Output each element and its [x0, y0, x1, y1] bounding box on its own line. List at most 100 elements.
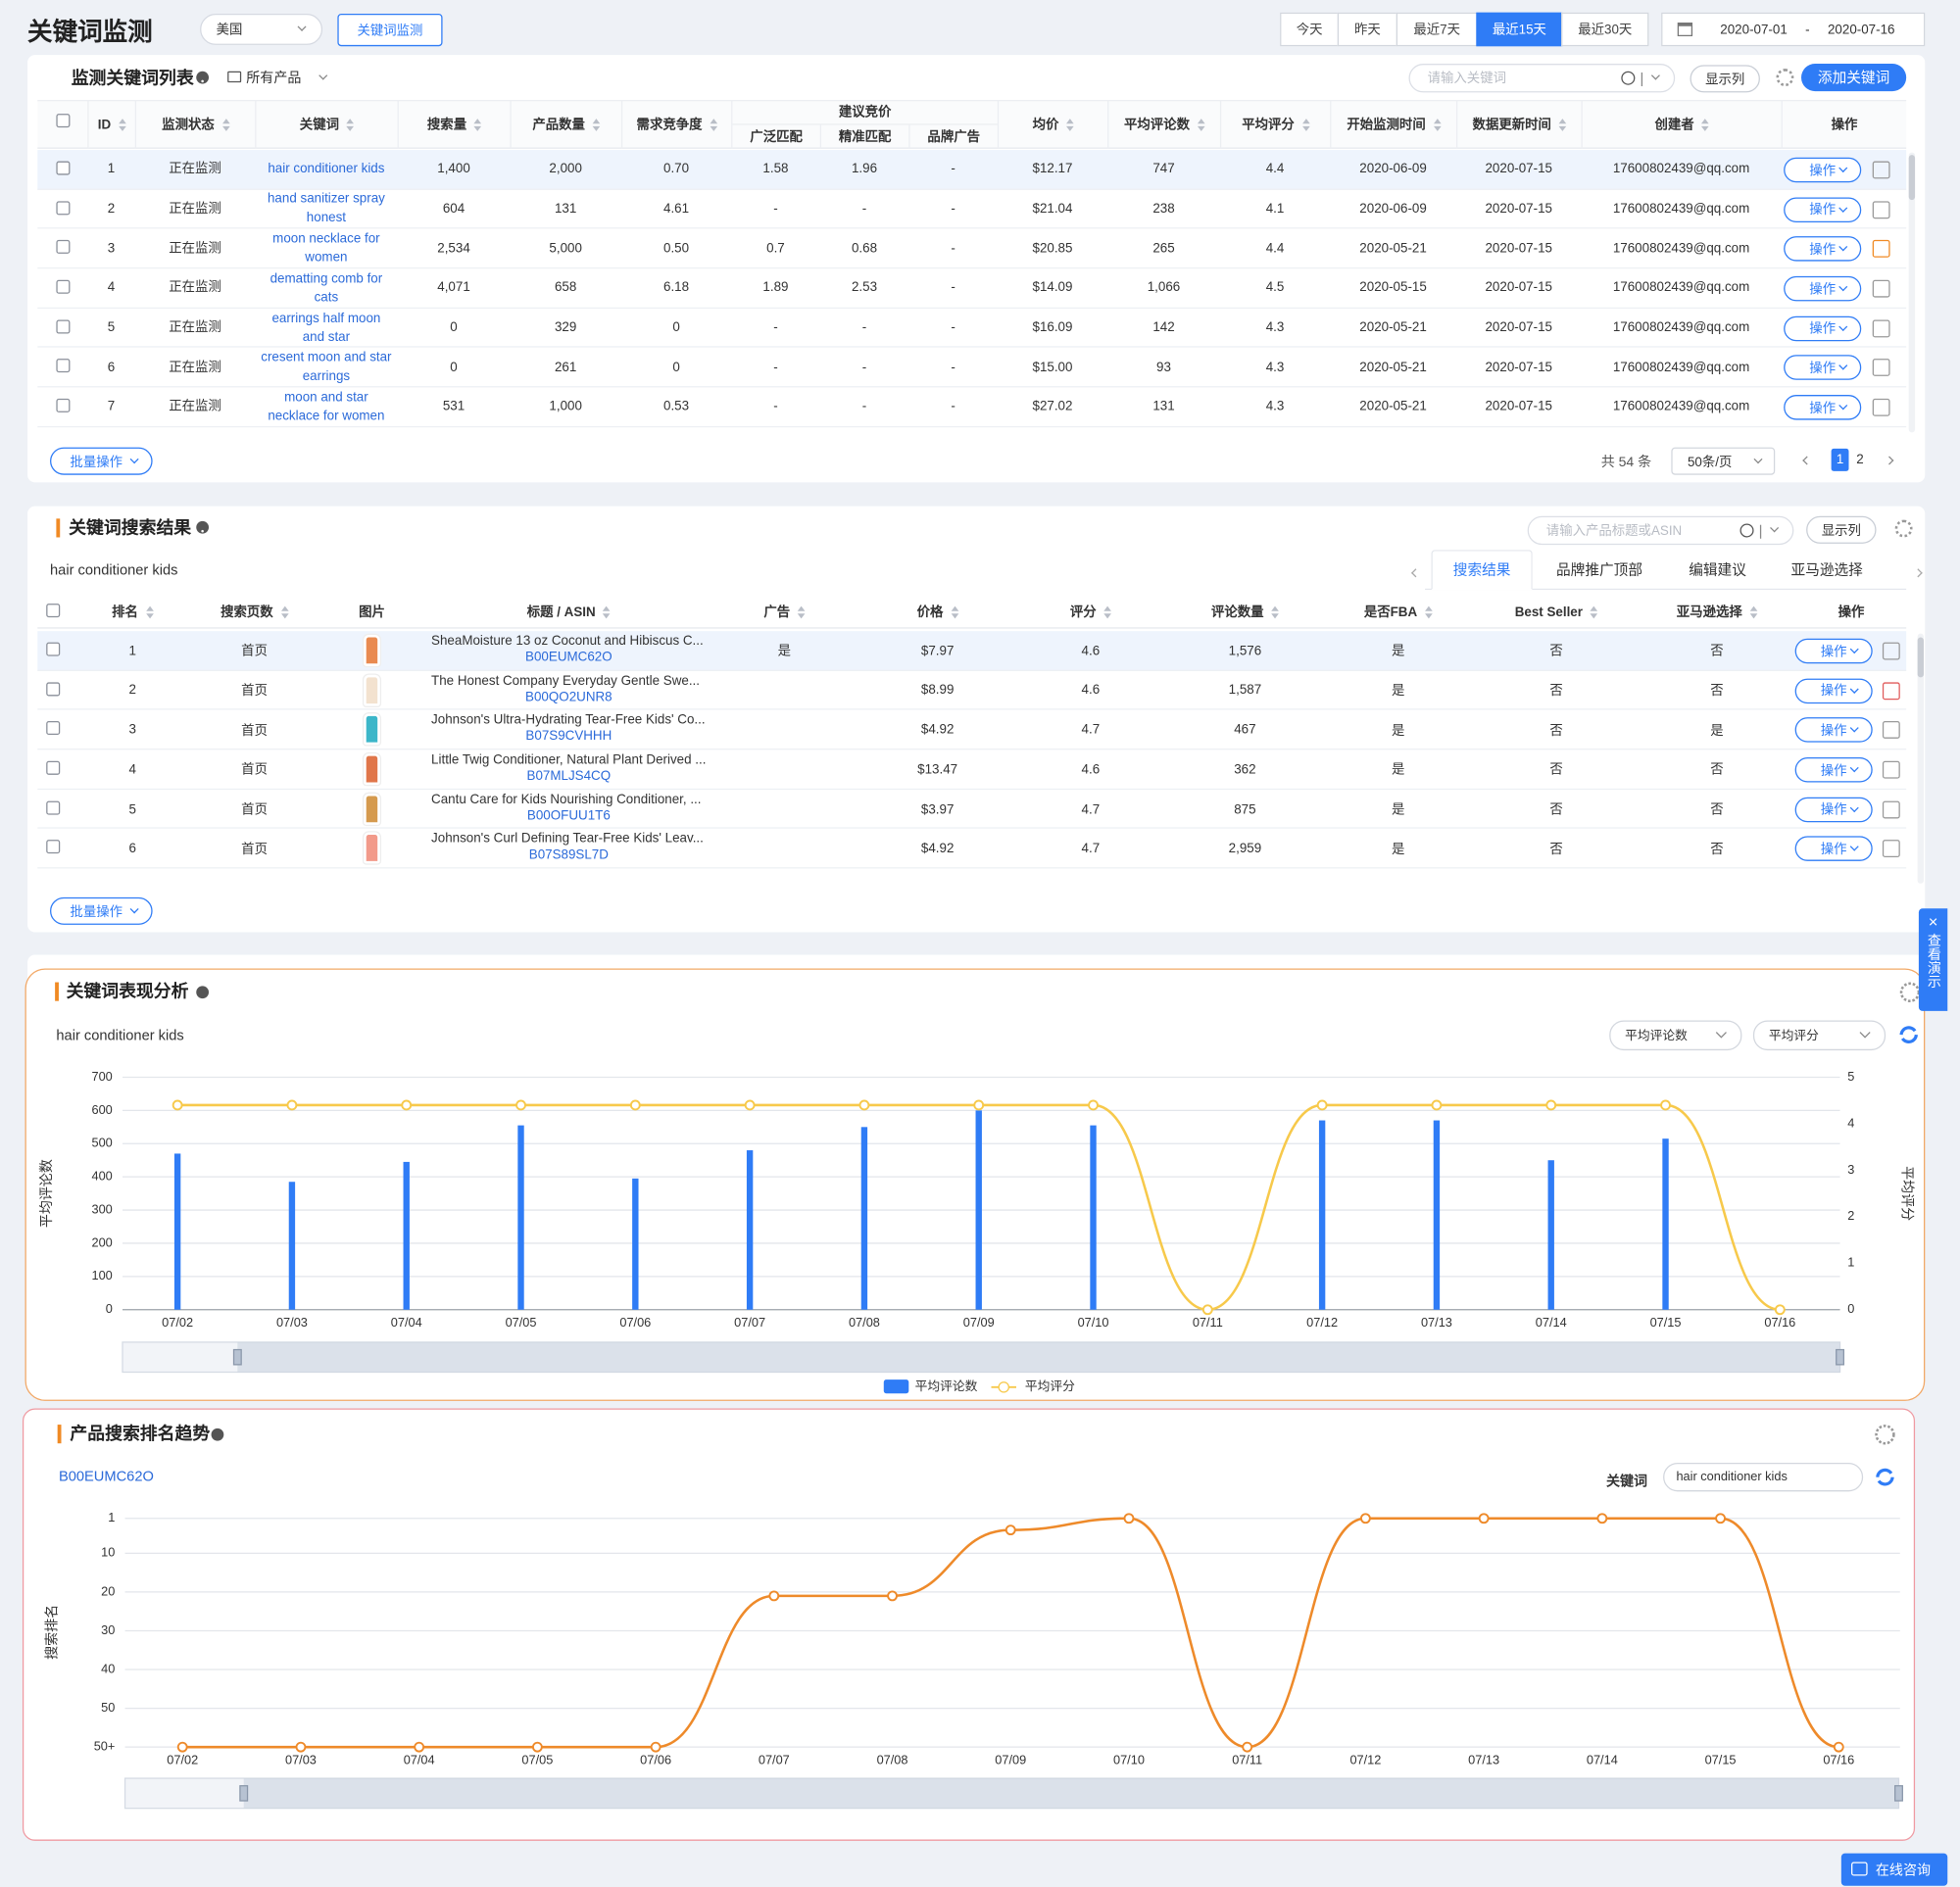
- sort-icon[interactable]: [1590, 605, 1598, 618]
- product-filter[interactable]: 所有产品: [246, 71, 302, 87]
- cell: $14.09: [1032, 280, 1073, 296]
- asin[interactable]: B07S89SL7D: [528, 847, 609, 863]
- action-button[interactable]: 操作: [1784, 275, 1862, 302]
- range-button[interactable]: 最近30天: [1561, 12, 1649, 47]
- checkbox[interactable]: [46, 840, 61, 854]
- chart-icon[interactable]: [1872, 200, 1890, 218]
- sort-icon[interactable]: [1749, 605, 1758, 618]
- asin[interactable]: B00EUMC62O: [525, 650, 612, 665]
- sort-icon[interactable]: [1197, 118, 1205, 131]
- tab[interactable]: 品牌推广顶部: [1556, 563, 1643, 579]
- chart-icon[interactable]: [1882, 760, 1900, 779]
- page-size[interactable]: 50条/页: [1671, 447, 1776, 475]
- chart-icon[interactable]: [1872, 398, 1890, 416]
- tab[interactable]: 编辑建议: [1689, 563, 1746, 579]
- product-image: [364, 713, 380, 746]
- sort-icon[interactable]: [118, 118, 126, 131]
- checkbox[interactable]: [56, 114, 71, 128]
- sort-icon[interactable]: [797, 605, 806, 618]
- action-button[interactable]: 操作: [1794, 638, 1873, 664]
- page-button[interactable]: 2: [1856, 452, 1864, 468]
- date-picker[interactable]: 2020-07-01 - 2020-07-16: [1661, 12, 1926, 47]
- tab[interactable]: 亚马逊选择: [1790, 563, 1863, 579]
- checkbox[interactable]: [56, 200, 71, 215]
- sort-icon[interactable]: [473, 118, 482, 131]
- sort-icon[interactable]: [592, 118, 601, 131]
- chart-icon[interactable]: [1872, 319, 1890, 337]
- country-select[interactable]: 美国: [200, 14, 323, 45]
- sort-icon[interactable]: [145, 605, 154, 618]
- chart-icon[interactable]: [1882, 642, 1900, 660]
- sort-icon[interactable]: [221, 118, 230, 131]
- range-button[interactable]: 昨天: [1337, 12, 1398, 47]
- sort-icon[interactable]: [1701, 118, 1709, 131]
- action-button[interactable]: 操作: [1794, 678, 1873, 703]
- action-button[interactable]: 操作: [1794, 756, 1873, 783]
- checkbox[interactable]: [46, 642, 61, 656]
- chart-icon[interactable]: [1872, 161, 1890, 179]
- batch-button[interactable]: 批量操作: [50, 896, 153, 925]
- folder-icon: [227, 71, 242, 83]
- chart-icon[interactable]: [1882, 840, 1900, 858]
- checkbox[interactable]: [46, 604, 61, 618]
- sort-icon[interactable]: [1301, 118, 1310, 131]
- checkbox[interactable]: [46, 681, 61, 697]
- action-button[interactable]: 操作: [1784, 157, 1862, 183]
- checkbox[interactable]: [56, 240, 71, 255]
- action-button[interactable]: 操作: [1784, 236, 1862, 263]
- batch-button[interactable]: 批量操作: [50, 447, 153, 475]
- settings-icon[interactable]: [1776, 69, 1794, 87]
- sort-icon[interactable]: [710, 118, 717, 131]
- checkbox[interactable]: [46, 721, 61, 736]
- range-button[interactable]: 最近15天: [1476, 12, 1563, 47]
- sort-icon[interactable]: [1103, 605, 1111, 618]
- chart-icon[interactable]: [1882, 681, 1900, 700]
- sort-icon[interactable]: [603, 605, 611, 618]
- checkbox[interactable]: [46, 800, 61, 815]
- range-button[interactable]: 最近7天: [1396, 12, 1478, 47]
- action-button[interactable]: 操作: [1794, 797, 1873, 822]
- search-input[interactable]: 请输入产品标题或ASIN: [1527, 515, 1794, 546]
- checkbox[interactable]: [56, 279, 71, 294]
- sort-icon[interactable]: [1271, 605, 1279, 618]
- tab[interactable]: 搜索结果: [1431, 550, 1533, 591]
- checkbox[interactable]: [56, 161, 71, 175]
- sort-icon[interactable]: [951, 605, 958, 618]
- chart-icon[interactable]: [1882, 721, 1900, 740]
- sort-icon[interactable]: [1066, 118, 1074, 131]
- sort-icon[interactable]: [1433, 118, 1442, 131]
- checkbox[interactable]: [46, 760, 61, 775]
- page-button[interactable]: 1: [1831, 448, 1849, 471]
- sort-icon[interactable]: [280, 605, 289, 618]
- settings-icon[interactable]: [1894, 519, 1913, 538]
- action-button[interactable]: 操作: [1794, 836, 1873, 862]
- action-button[interactable]: 操作: [1784, 315, 1862, 341]
- checkbox[interactable]: [56, 319, 71, 334]
- sort-icon[interactable]: [1424, 605, 1433, 618]
- asin[interactable]: B07S9CVHHH: [525, 729, 612, 745]
- checkbox[interactable]: [56, 359, 71, 373]
- monitor-button[interactable]: 关键词监测: [337, 14, 443, 47]
- button[interactable]: 显示列: [1690, 65, 1760, 93]
- checkbox[interactable]: [56, 398, 71, 412]
- chart-icon[interactable]: [1882, 800, 1900, 819]
- cell: 2: [107, 201, 116, 217]
- search-input[interactable]: 请输入关键词: [1408, 64, 1676, 93]
- button[interactable]: 添加关键词: [1801, 64, 1907, 92]
- chart-icon[interactable]: [1872, 240, 1890, 259]
- button[interactable]: 显示列: [1806, 515, 1877, 544]
- demo-tab[interactable]: × 查看演示: [1918, 908, 1948, 1011]
- sort-icon[interactable]: [346, 118, 355, 131]
- asin[interactable]: B07MLJS4CQ: [526, 768, 612, 784]
- action-button[interactable]: 操作: [1794, 717, 1873, 744]
- action-button[interactable]: 操作: [1784, 395, 1862, 420]
- range-button[interactable]: 今天: [1280, 12, 1340, 47]
- action-button[interactable]: 操作: [1784, 355, 1862, 381]
- chart-icon[interactable]: [1872, 359, 1890, 377]
- action-button[interactable]: 操作: [1784, 197, 1862, 222]
- asin[interactable]: B00OFUU1T6: [526, 807, 611, 824]
- asin[interactable]: B00QO2UNR8: [525, 689, 612, 704]
- sort-icon[interactable]: [1558, 118, 1567, 131]
- chat-button[interactable]: 在线咨询: [1840, 1853, 1948, 1886]
- chart-icon[interactable]: [1872, 279, 1890, 298]
